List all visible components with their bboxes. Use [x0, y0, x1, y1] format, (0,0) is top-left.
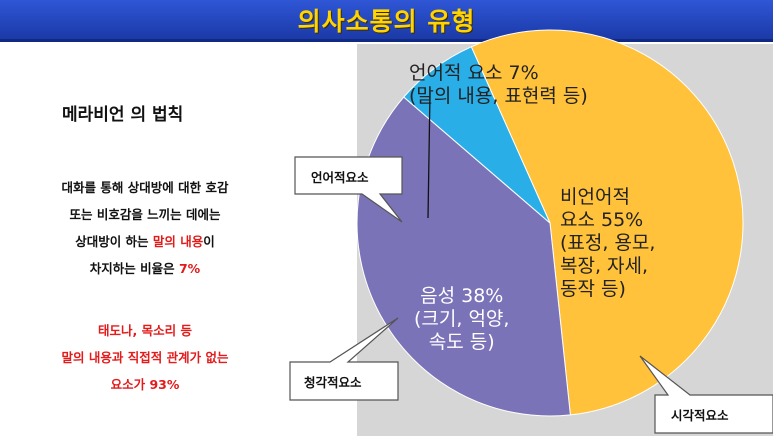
label-line: (말의 내용, 표현력 등): [409, 85, 588, 107]
label-line: 복장, 자세,: [560, 255, 649, 277]
callout-auditory-bubble: [289, 317, 399, 401]
paragraph-line: 태도나, 목소리 등: [98, 323, 192, 338]
nonverbal-slice-label: 비언어적 요소 55% (표정, 용모, 복장, 자세, 동작 등): [560, 186, 655, 301]
label-line: 동작 등): [560, 278, 626, 300]
callout-verbal-label: 언어적요소: [311, 170, 369, 185]
label-line: 속도 등): [428, 331, 495, 353]
paragraph-line: 대화를 통해 상대방에 대한 호감: [61, 180, 229, 195]
label-line: 언어적 요소 7%: [409, 62, 539, 84]
highlight-text: 7%: [178, 261, 201, 276]
pie-slice: [356, 96, 571, 417]
label-line: 비언어적: [560, 186, 630, 208]
voice-slice-label: 음성 38% (크기, 억양, 속도 등): [414, 285, 509, 354]
label-line: 음성 38%: [420, 285, 504, 307]
callout-auditory-label: 청각적요소: [304, 375, 362, 390]
text-part: 상대방이 하는: [75, 234, 153, 249]
pie-chart: [356, 29, 744, 417]
label-line: 요소 55%: [560, 209, 644, 231]
callout-visual-bubble: [639, 355, 773, 434]
text-part: 차지하는 비율은: [89, 261, 179, 276]
section-heading: 메라비언 의 법칙: [62, 105, 184, 125]
paragraph-line: 또는 비호감을 느끼는 데에는: [69, 207, 221, 222]
paragraph-line: 말의 내용과 직접적 관계가 없는: [61, 350, 229, 365]
paragraph-line: 차지하는 비율은 7%: [0, 255, 290, 282]
label-line: (표정, 용모,: [560, 232, 656, 254]
title-bar: 의사소통의 유형: [0, 0, 773, 42]
callout-verbal-bubble: [294, 156, 403, 223]
leader-line: [427, 91, 431, 219]
paragraph-verbal: 대화를 통해 상대방에 대한 호감 또는 비호감을 느끼는 데에는 상대방이 하…: [0, 174, 290, 282]
paragraph-line: 요소가 93%: [110, 377, 180, 392]
callout-visual-label: 시각적요소: [671, 408, 729, 423]
page-title: 의사소통의 유형: [297, 6, 476, 36]
verbal-slice-label: 언어적 요소 7% (말의 내용, 표현력 등): [409, 62, 588, 108]
paragraph-nonverbal: 태도나, 목소리 등 말의 내용과 직접적 관계가 없는 요소가 93%: [0, 317, 290, 398]
paragraph-line: 상대방이 하는 말의 내용이: [0, 228, 290, 255]
label-line: (크기, 억양,: [414, 308, 510, 330]
highlight-text: 말의 내용: [152, 234, 204, 249]
text-part: 이: [203, 234, 215, 249]
pie-slice: [403, 46, 551, 224]
